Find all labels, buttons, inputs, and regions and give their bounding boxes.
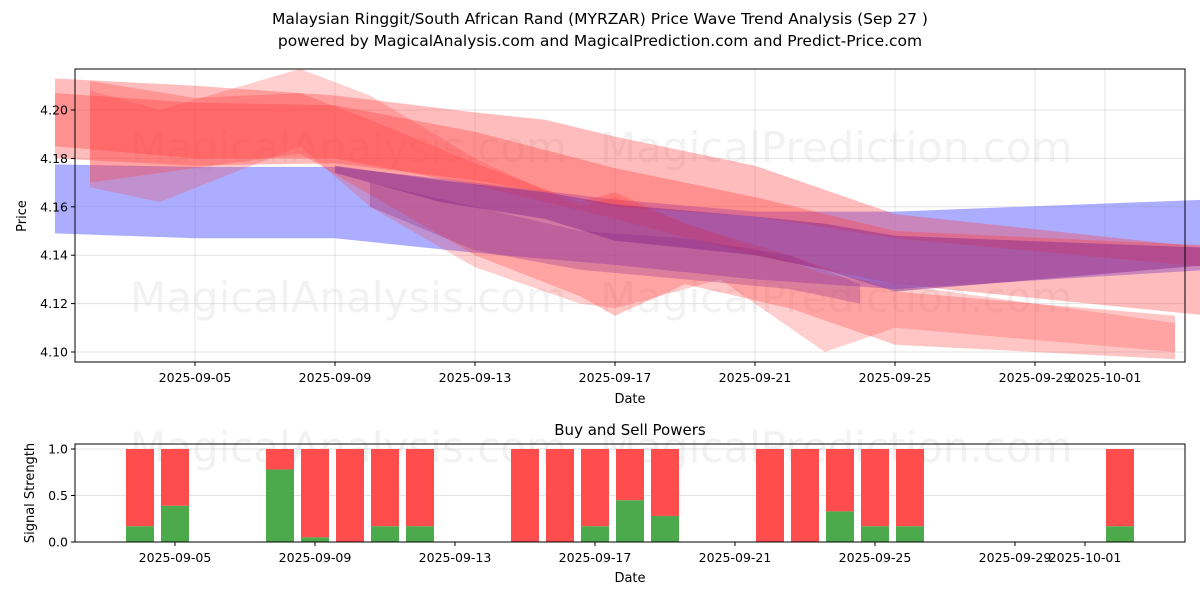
- signal-x-tick-label: 2025-09-25: [839, 550, 912, 565]
- signal-x-axis-label: Date: [614, 571, 645, 586]
- buy-bar: [371, 526, 399, 542]
- sell-bar: [826, 449, 854, 512]
- sell-bar: [616, 449, 644, 501]
- sell-bar: [336, 449, 364, 542]
- buy-bar: [826, 511, 854, 542]
- signal-bars: [126, 449, 1134, 542]
- main-y-axis-label: Price: [15, 200, 30, 232]
- main-x-tick-label: 2025-09-05: [159, 370, 232, 385]
- main-y-tick-label: 4.10: [40, 345, 68, 360]
- purple-band: [335, 165, 1200, 292]
- signal-x-tick-label: 2025-09-05: [139, 550, 212, 565]
- main-plot-frame: [74, 68, 1186, 363]
- signal-axes: 0.0 0.5 1.0 2025-09-05 2025-09-09 2025-09-13 2…: [48, 442, 1121, 566]
- signal-plot-frame: [74, 443, 1186, 543]
- main-y-tick-label: 4.16: [40, 199, 68, 214]
- watermark-analysis-top: MagicalAnalysis.com: [130, 123, 567, 172]
- main-x-tick-label: 2025-09-29: [999, 370, 1072, 385]
- signal-chart-title: Buy and Sell Powers: [554, 421, 706, 439]
- buy-bar: [896, 526, 924, 542]
- signal-x-tick-label: 2025-09-17: [559, 550, 632, 565]
- red-band-1: [55, 78, 1200, 267]
- signal-y-axis-label: Signal Strength: [23, 443, 38, 543]
- sell-bar: [371, 449, 399, 527]
- sell-bar: [1106, 449, 1134, 527]
- buy-bar: [1106, 526, 1134, 542]
- sell-bar: [406, 449, 434, 527]
- buy-bar: [861, 526, 889, 542]
- buy-bar: [301, 537, 329, 542]
- sell-bar: [651, 449, 679, 516]
- main-x-tick-label: 2025-09-17: [579, 370, 652, 385]
- signal-y-tick-label: 0.0: [48, 535, 68, 550]
- sell-bar: [546, 449, 574, 542]
- buy-bar: [651, 515, 679, 542]
- watermark-prediction-top: MagicalPrediction.com: [600, 123, 1073, 172]
- main-x-tick-label: 2025-09-09: [299, 370, 372, 385]
- watermark-analysis-mid: MagicalAnalysis.com: [130, 273, 567, 322]
- main-y-tick-label: 4.14: [40, 248, 68, 263]
- buy-bar: [161, 505, 189, 542]
- signal-x-tick-label: 2025-09-13: [419, 550, 492, 565]
- sell-bar: [161, 449, 189, 506]
- signal-x-tick-label: 2025-10-01: [1049, 550, 1122, 565]
- signal-x-tick-label: 2025-09-29: [979, 550, 1052, 565]
- chart-title: Malaysian Ringgit/South African Rand (MY…: [272, 10, 928, 28]
- purple-band-2: [370, 182, 860, 304]
- buy-bar: [616, 500, 644, 542]
- buy-bar: [581, 526, 609, 542]
- buy-bar: [126, 526, 154, 542]
- main-x-tick-label: 2025-09-25: [859, 370, 932, 385]
- chart-subtitle: powered by MagicalAnalysis.com and Magic…: [277, 32, 923, 50]
- main-x-axis-label: Date: [614, 392, 645, 407]
- signal-y-tick-label: 1.0: [48, 442, 68, 457]
- sell-bar: [896, 449, 924, 527]
- price-bands: [55, 68, 1200, 360]
- sell-bar: [126, 449, 154, 527]
- buy-bar: [406, 526, 434, 542]
- buy-bar: [266, 469, 294, 542]
- sell-bar: [511, 449, 539, 542]
- signal-x-tick-label: 2025-09-09: [279, 550, 352, 565]
- main-y-tick-label: 4.12: [40, 296, 68, 311]
- main-axes: 2025-09-05 2025-09-09 2025-09-13 2025-09-17…: [40, 103, 1141, 386]
- sell-bar: [301, 449, 329, 538]
- main-x-tick-label: 2025-09-21: [719, 370, 792, 385]
- sell-bar: [266, 449, 294, 470]
- signal-x-tick-label: 2025-09-21: [699, 550, 772, 565]
- signal-y-tick-label: 0.5: [48, 488, 68, 503]
- sell-bar: [791, 449, 819, 542]
- sell-bar: [861, 449, 889, 527]
- main-y-tick-label: 4.20: [40, 103, 68, 118]
- main-y-tick-label: 4.18: [40, 151, 68, 166]
- sell-bar: [756, 449, 784, 542]
- main-x-tick-label: 2025-09-13: [439, 370, 512, 385]
- main-x-tick-label: 2025-10-01: [1069, 370, 1142, 385]
- sell-bar: [581, 449, 609, 527]
